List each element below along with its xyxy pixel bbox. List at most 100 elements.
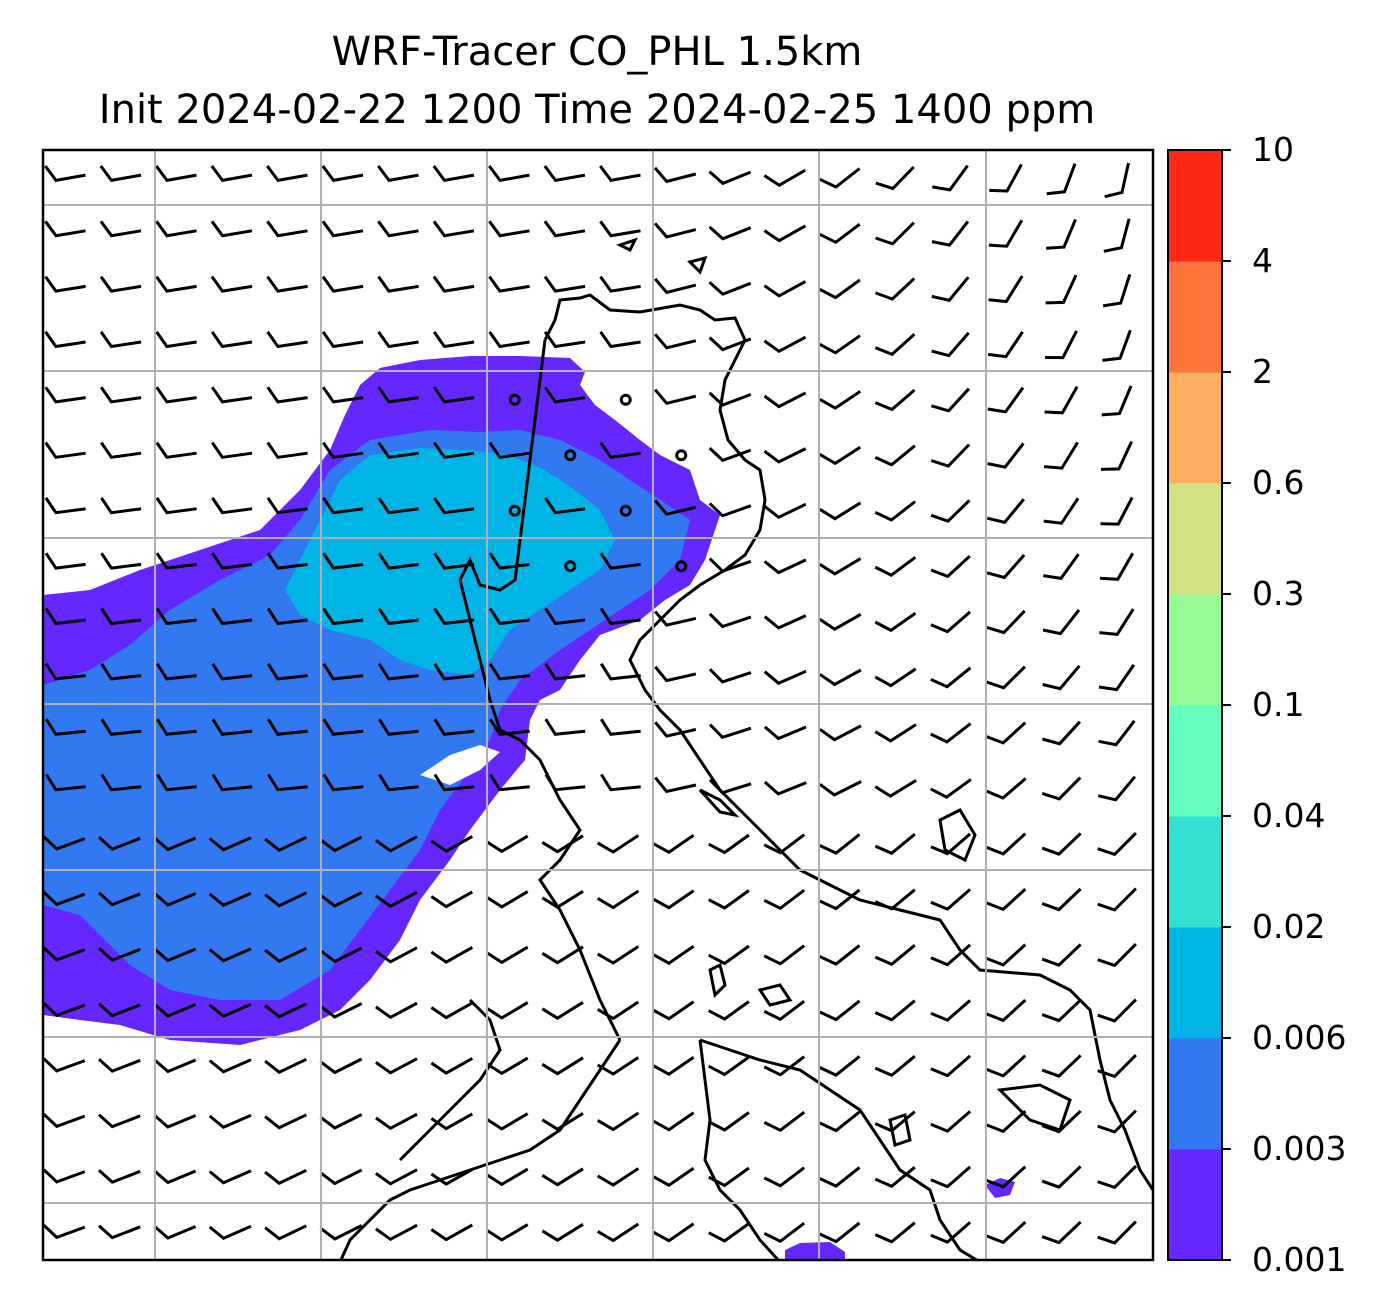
- wind-barb: [875, 165, 915, 191]
- wind-barb: [430, 835, 474, 853]
- wind-barb: [99, 331, 142, 349]
- wind-barb: [488, 331, 530, 349]
- wind-calm-marker: [619, 504, 632, 517]
- wind-barb: [596, 834, 640, 854]
- wind-barb: [432, 331, 475, 349]
- wind-barb: [654, 499, 697, 516]
- wind-barb: [930, 1054, 972, 1078]
- wind-barb: [488, 441, 530, 459]
- wind-barb: [377, 220, 419, 238]
- wind-barb: [763, 391, 807, 409]
- wind-barb: [99, 386, 142, 404]
- wind-barb: [985, 1165, 1027, 1189]
- wind-barb: [97, 836, 141, 851]
- wind-barb: [763, 725, 807, 741]
- wind-barb: [708, 944, 750, 966]
- wind-barb: [987, 330, 1024, 359]
- wind-barb: [377, 331, 419, 349]
- wind-barb: [708, 225, 752, 241]
- wind-barb: [596, 1167, 640, 1187]
- wind-barb: [986, 498, 1025, 524]
- coastlines: [339, 237, 1153, 1260]
- wind-barb: [322, 607, 364, 626]
- wind-barb: [99, 275, 142, 293]
- wind-barb: [599, 662, 641, 681]
- wind-barb: [488, 607, 530, 626]
- wind-barb: [543, 331, 586, 349]
- wind-barb: [931, 331, 970, 358]
- wind-barb: [433, 552, 475, 570]
- colorbar-tick-label: 0.04: [1252, 796, 1326, 835]
- wind-calm-marker: [508, 504, 521, 517]
- wind-barb: [874, 556, 917, 577]
- wind-barb: [153, 1169, 197, 1185]
- wind-barb: [708, 502, 752, 518]
- wind-barb: [1043, 553, 1080, 581]
- wind-barb: [987, 386, 1025, 414]
- wind-barb: [208, 836, 252, 852]
- colorbar-tick-label: 0.001: [1252, 1240, 1347, 1279]
- wind-barb: [156, 718, 197, 736]
- wind-barb: [319, 891, 363, 908]
- wind-barb: [930, 666, 972, 689]
- wind-barb: [1044, 385, 1079, 415]
- wind-barb: [1041, 887, 1082, 912]
- wind-barb: [266, 220, 308, 238]
- wind-barb: [155, 662, 197, 681]
- wind-barb: [763, 889, 806, 911]
- wind-barb: [763, 558, 807, 575]
- wind-barb: [596, 1000, 640, 1021]
- wind-barb: [210, 331, 253, 349]
- wind-barb: [763, 1166, 806, 1188]
- wind-barb: [763, 224, 807, 243]
- wind-barb: [596, 1222, 640, 1243]
- wind-barb: [932, 164, 969, 192]
- wind-barb: [430, 1001, 474, 1020]
- wind-barb: [375, 1112, 418, 1131]
- colorbar-swatch: [1168, 927, 1222, 1039]
- wind-barb: [433, 497, 475, 515]
- wind-barb: [708, 889, 750, 910]
- wind-barb: [1041, 776, 1082, 801]
- wind-barb: [153, 892, 197, 907]
- wind-barb: [99, 220, 142, 238]
- wind-barb: [1097, 1165, 1137, 1190]
- wind-barb: [543, 386, 586, 404]
- colorbar-tick-label: 0.006: [1252, 1018, 1347, 1057]
- colorbar-swatch: [1168, 483, 1222, 595]
- wind-barb: [44, 497, 86, 515]
- gridlines: [43, 150, 1153, 1260]
- wind-barb: [1104, 162, 1130, 199]
- wind-barb: [430, 1112, 474, 1131]
- wind-barb: [1100, 496, 1134, 526]
- wind-barb: [266, 552, 308, 570]
- wind-barb: [100, 607, 142, 626]
- wind-barb: [544, 662, 586, 681]
- wind-barb: [208, 1002, 252, 1019]
- wind-barb: [43, 1113, 86, 1129]
- wind-barb: [541, 945, 584, 965]
- wind-barb: [1041, 1165, 1082, 1189]
- wind-barb: [321, 275, 364, 293]
- wind-barb: [763, 1055, 806, 1077]
- wind-barb: [322, 662, 364, 681]
- wind-barb: [375, 946, 418, 964]
- wind-barb: [541, 1112, 584, 1131]
- wind-barb: [377, 275, 419, 293]
- wind-barb: [1098, 664, 1136, 692]
- colorbar-swatch: [1168, 705, 1222, 817]
- wind-barb: [930, 499, 971, 523]
- wind-barb: [321, 220, 364, 238]
- wind-barb: [264, 1168, 307, 1185]
- wind-barb: [432, 165, 475, 183]
- wind-barb: [264, 835, 307, 852]
- wind-barb: [819, 223, 861, 245]
- wind-barb: [155, 441, 197, 459]
- wind-barb: [763, 168, 806, 188]
- wind-barb: [430, 890, 474, 909]
- wind-barb: [100, 552, 142, 570]
- wind-barb: [544, 773, 586, 792]
- wind-barb: [266, 497, 308, 515]
- wind-barb: [100, 662, 142, 681]
- wind-barb: [208, 1169, 252, 1185]
